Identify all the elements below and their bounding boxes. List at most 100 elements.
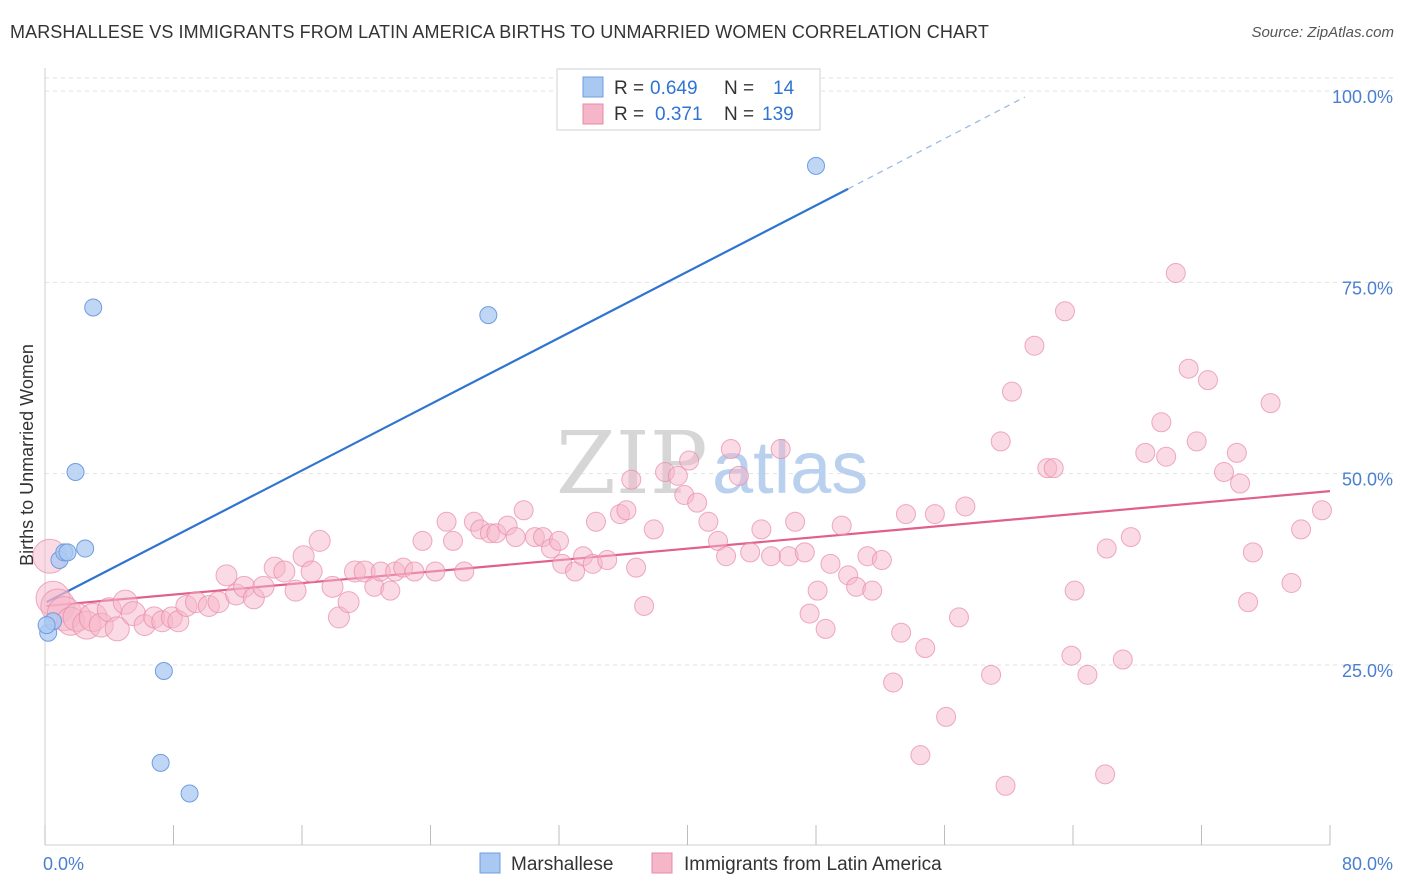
- point-latin-america: [454, 561, 475, 582]
- y-tick-label: 75.0%: [1342, 278, 1393, 298]
- stats-r-label-blue: R =: [614, 78, 644, 99]
- point-latin-america: [1230, 473, 1251, 494]
- point-latin-america: [924, 504, 945, 525]
- point-latin-america: [891, 622, 912, 643]
- point-latin-america: [687, 492, 708, 513]
- trend-line-marshallese-extension: [847, 96, 1026, 190]
- trend-line-marshallese: [46, 187, 849, 604]
- source-credit: Source: ZipAtlas.com: [1251, 24, 1394, 41]
- point-latin-america: [215, 564, 238, 587]
- point-latin-america: [740, 542, 761, 563]
- point-marshallese: [58, 543, 77, 562]
- y-tick-label: 50.0%: [1342, 470, 1393, 490]
- point-latin-america: [337, 591, 360, 614]
- point-marshallese: [479, 306, 498, 325]
- legend-swatch-latin-america: [651, 852, 673, 874]
- point-latin-america: [442, 530, 463, 551]
- legend-swatch-marshallese: [479, 852, 501, 874]
- point-latin-america: [883, 672, 904, 693]
- point-latin-america: [1061, 645, 1082, 666]
- point-latin-america: [667, 465, 688, 486]
- point-latin-america: [308, 529, 331, 552]
- point-latin-america: [380, 580, 401, 601]
- stats-legend: R = 0.649 N = 14 R = 0.371 N = 139: [556, 68, 821, 131]
- point-latin-america: [990, 431, 1011, 452]
- point-latin-america: [1197, 370, 1218, 391]
- point-latin-america: [1135, 442, 1156, 463]
- point-latin-america: [1001, 381, 1022, 402]
- point-latin-america: [616, 500, 637, 521]
- point-marshallese: [807, 156, 825, 175]
- stats-n-label-blue: N =: [724, 78, 754, 99]
- point-latin-america: [300, 560, 323, 583]
- point-latin-america: [597, 550, 618, 571]
- stats-swatch-blue: [582, 76, 604, 98]
- point-latin-america: [1226, 442, 1247, 463]
- point-latin-america: [770, 439, 791, 460]
- point-marshallese: [37, 616, 56, 635]
- point-latin-america: [915, 638, 936, 659]
- stats-n-value-pink: 139: [762, 104, 794, 125]
- point-latin-america: [1213, 462, 1234, 483]
- x-tick-label: 80.0%: [1342, 854, 1393, 874]
- point-latin-america: [1260, 393, 1281, 414]
- point-latin-america: [1151, 412, 1172, 433]
- point-latin-america: [1043, 458, 1064, 479]
- stats-swatch-pink: [582, 103, 604, 125]
- point-latin-america: [831, 515, 852, 536]
- point-marshallese: [154, 662, 173, 680]
- point-latin-america: [794, 542, 815, 563]
- point-latin-america: [936, 706, 957, 727]
- y-tick-label: 100.0%: [1332, 87, 1393, 107]
- point-latin-america: [720, 439, 741, 460]
- point-latin-america: [505, 527, 526, 548]
- point-latin-america: [643, 519, 664, 540]
- point-latin-america: [820, 553, 841, 574]
- chart-title: MARSHALLESE VS IMMIGRANTS FROM LATIN AME…: [10, 22, 989, 42]
- zipatlas-watermark: ZIP atlas: [556, 414, 868, 514]
- point-latin-america: [815, 618, 836, 639]
- point-latin-america: [1112, 649, 1133, 670]
- point-latin-america: [1095, 764, 1116, 785]
- point-latin-america: [995, 775, 1016, 796]
- point-marshallese: [84, 298, 103, 317]
- point-latin-america: [634, 595, 655, 616]
- point-marshallese: [180, 784, 199, 803]
- axes: [44, 68, 1331, 846]
- point-latin-america: [1156, 446, 1177, 467]
- point-latin-america: [626, 557, 647, 578]
- point-latin-america: [404, 561, 425, 582]
- stats-r-value-blue: 0.649: [650, 78, 698, 99]
- point-latin-america: [252, 575, 275, 598]
- point-latin-america: [1178, 358, 1199, 379]
- point-latin-america: [621, 469, 642, 490]
- point-latin-america: [1024, 335, 1045, 356]
- point-latin-america: [549, 530, 569, 551]
- point-latin-america: [321, 575, 344, 598]
- point-latin-america: [1281, 572, 1302, 593]
- point-latin-america: [785, 511, 806, 532]
- point-latin-america: [1054, 301, 1075, 322]
- point-latin-america: [273, 560, 296, 583]
- series-legend: Marshallese Immigrants from Latin Americ…: [479, 852, 942, 875]
- point-latin-america: [1064, 580, 1085, 601]
- point-latin-america: [871, 550, 892, 571]
- x-tick-label: 0.0%: [43, 854, 84, 874]
- y-tick-labels: 25.0% 50.0% 75.0% 100.0%: [1332, 87, 1393, 681]
- stats-r-value-pink: 0.371: [655, 104, 703, 125]
- point-latin-america: [425, 561, 446, 582]
- y-axis-title: Births to Unmarried Women: [17, 344, 37, 566]
- series-marshallese-points: [37, 156, 825, 803]
- point-latin-america: [955, 496, 976, 517]
- point-latin-america: [1096, 538, 1117, 559]
- legend-label-marshallese: Marshallese: [511, 854, 613, 875]
- point-latin-america: [698, 511, 719, 532]
- series-latin-america-points: [32, 263, 1332, 796]
- point-latin-america: [751, 519, 772, 540]
- point-latin-america: [761, 546, 782, 567]
- point-latin-america: [1186, 431, 1207, 452]
- point-latin-america: [1242, 542, 1263, 563]
- point-latin-america: [1165, 263, 1186, 284]
- point-latin-america: [728, 465, 749, 486]
